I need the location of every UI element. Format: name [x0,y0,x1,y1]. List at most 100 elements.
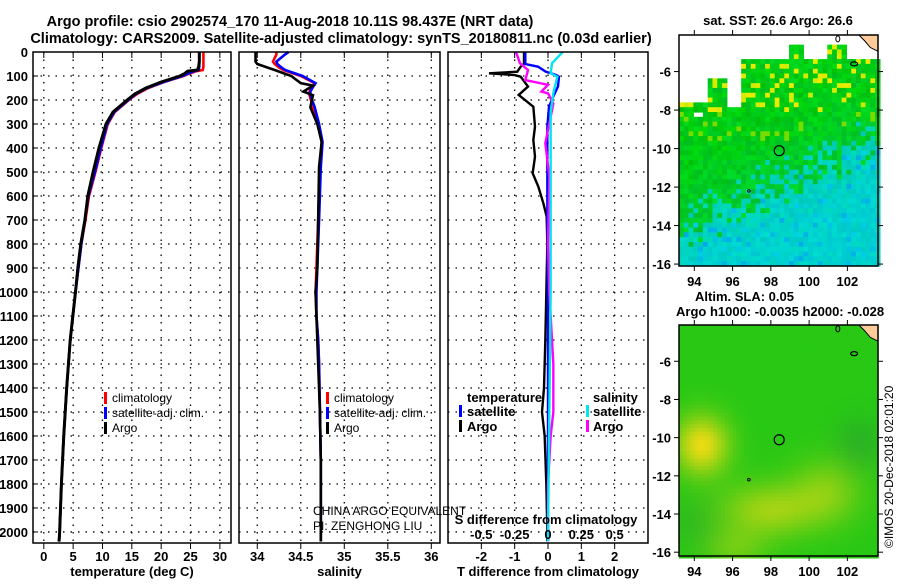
map-cell [760,151,765,156]
map-cell [687,398,691,402]
map-cell [844,546,848,550]
map-cell [740,390,744,394]
map-cell [870,478,874,482]
map-cell [786,527,790,531]
map-cell [813,443,817,447]
map-cell [836,413,840,417]
map-cell [805,378,809,382]
map-cell [684,131,689,136]
map-cell [827,146,832,151]
map-cell [824,356,828,360]
map-cell [767,409,771,413]
map-cell [794,107,799,112]
map-cell [770,117,775,122]
map-cell [729,367,733,371]
map-cell [717,531,721,535]
map-cell [687,440,691,444]
map-cell [851,333,855,337]
map-cell [837,83,842,88]
map-cell [748,420,752,424]
map-cell [859,359,863,363]
map-cell [790,459,794,463]
map-cell [859,398,863,402]
map-cell [851,394,855,398]
map-cell [721,531,725,535]
map-cell [721,527,725,531]
map-cell [729,470,733,474]
map-cell [809,493,813,497]
map-cell [867,367,871,371]
map-cell [775,371,779,375]
map-cell [702,405,706,409]
map-cell [821,493,825,497]
map-cell [756,136,761,141]
map-cell [847,394,851,398]
map-cell [683,508,687,512]
map-cell [763,462,767,466]
map-cell [805,493,809,497]
map-cell [836,539,840,543]
map-cell [842,194,847,199]
map-cell [683,535,687,539]
map-cell [713,474,717,478]
map-cell [846,78,851,83]
map-cell [775,88,780,93]
map-cell [813,69,818,74]
map-cell [687,371,691,375]
map-cell [683,428,687,432]
map-cell [752,371,756,375]
map-cell [721,462,725,466]
map-cell [855,409,859,413]
map-cell [859,348,863,352]
map-cell [844,375,848,379]
map-cell [729,333,733,337]
map-cell [721,451,725,455]
map-cell [698,497,702,501]
map-cell [779,501,783,505]
map-cell [870,455,874,459]
map-cell [823,170,828,175]
map-cell [702,451,706,455]
map-cell [770,126,775,131]
map-cell [712,247,717,252]
map-cell [794,194,799,199]
map-cell [823,155,828,160]
map-cell [775,512,779,516]
map-cell [729,371,733,375]
map-cell [756,93,761,98]
map-cell [763,375,767,379]
map-cell [741,160,746,165]
map-cell [805,485,809,489]
map-cell [725,398,729,402]
map-cell [712,131,717,136]
map-cell [789,223,794,228]
map-cell [770,69,775,74]
map-cell [698,478,702,482]
map-cell [789,237,794,242]
map-cell [694,386,698,390]
map-cell [847,378,851,382]
map-cell [706,375,710,379]
map-cell [712,155,717,160]
map-cell [832,478,836,482]
header-line2: Climatology: CARS2009. Satellite-adjuste… [30,31,651,47]
map-cell [759,482,763,486]
map-cell [832,356,836,360]
map-cell [689,203,694,208]
map-cell [771,420,775,424]
map-cell [866,256,871,261]
map-cell [809,546,813,550]
map-cell [805,524,809,528]
map-cell [694,482,698,486]
map-cell [823,228,828,233]
map-cell [813,440,817,444]
map-cell [782,359,786,363]
map-cell [733,436,737,440]
map-cell [809,470,813,474]
map-cell [765,112,770,117]
map-cell [725,493,729,497]
map-cell [844,348,848,352]
map-cell [710,474,714,478]
map-cell [713,462,717,466]
map-cell [790,451,794,455]
